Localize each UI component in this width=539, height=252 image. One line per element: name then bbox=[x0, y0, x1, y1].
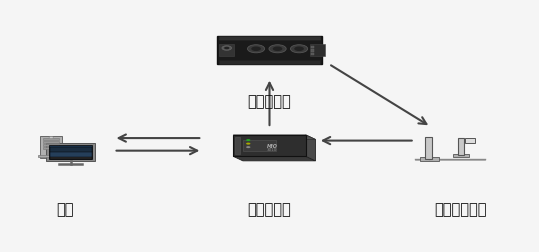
Bar bbox=[219, 45, 234, 57]
Bar bbox=[219, 37, 320, 41]
Bar bbox=[50, 158, 92, 159]
Bar bbox=[425, 137, 432, 160]
Text: 数据采集卡: 数据采集卡 bbox=[247, 201, 292, 216]
Polygon shape bbox=[233, 135, 315, 140]
Bar bbox=[43, 145, 59, 147]
Circle shape bbox=[49, 137, 53, 139]
Bar bbox=[38, 156, 89, 158]
Bar bbox=[43, 148, 59, 149]
Bar bbox=[453, 154, 469, 158]
Bar bbox=[233, 135, 306, 157]
Bar bbox=[50, 147, 92, 152]
Bar bbox=[311, 50, 314, 52]
Bar bbox=[458, 138, 464, 155]
Bar bbox=[310, 45, 325, 57]
Circle shape bbox=[222, 47, 232, 51]
Circle shape bbox=[291, 46, 308, 54]
Circle shape bbox=[246, 147, 251, 149]
Circle shape bbox=[224, 48, 230, 50]
Text: 3010: 3010 bbox=[267, 147, 278, 151]
Text: 功率放大器: 功率放大器 bbox=[247, 93, 292, 108]
Bar bbox=[217, 36, 322, 65]
Bar bbox=[311, 53, 314, 56]
Bar bbox=[43, 139, 59, 141]
Circle shape bbox=[251, 47, 261, 52]
Bar bbox=[465, 139, 475, 143]
Bar bbox=[46, 143, 95, 161]
Circle shape bbox=[294, 47, 304, 52]
Bar bbox=[243, 141, 275, 151]
Polygon shape bbox=[233, 157, 315, 161]
Bar bbox=[43, 142, 59, 144]
Circle shape bbox=[247, 46, 265, 54]
Text: 电脑: 电脑 bbox=[57, 201, 74, 216]
Circle shape bbox=[246, 143, 251, 145]
Text: MIO: MIO bbox=[267, 143, 278, 148]
Bar bbox=[40, 136, 62, 159]
Text: 能量传输装置: 能量传输装置 bbox=[434, 201, 487, 216]
Bar bbox=[49, 145, 92, 160]
Bar bbox=[50, 152, 92, 159]
Circle shape bbox=[246, 140, 251, 142]
Circle shape bbox=[269, 46, 286, 54]
Polygon shape bbox=[306, 135, 315, 161]
Bar bbox=[420, 158, 439, 162]
Circle shape bbox=[273, 47, 282, 52]
Bar bbox=[219, 61, 320, 65]
Bar bbox=[235, 137, 240, 155]
Bar bbox=[311, 47, 314, 49]
